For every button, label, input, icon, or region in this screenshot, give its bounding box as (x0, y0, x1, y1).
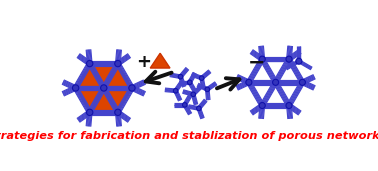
Circle shape (187, 80, 192, 85)
Text: +: + (136, 53, 151, 71)
Text: Strategies for fabrication and stablization of porous networks!: Strategies for fabrication and stablizat… (0, 131, 378, 141)
Polygon shape (104, 88, 132, 112)
Circle shape (129, 85, 135, 91)
Polygon shape (150, 53, 170, 68)
Circle shape (87, 109, 93, 116)
Polygon shape (104, 64, 132, 88)
Circle shape (197, 106, 201, 111)
Circle shape (246, 79, 252, 85)
Circle shape (273, 79, 279, 85)
Circle shape (101, 85, 107, 91)
Polygon shape (90, 64, 118, 88)
Circle shape (259, 56, 265, 62)
Circle shape (191, 92, 195, 97)
Circle shape (200, 76, 204, 80)
Circle shape (115, 60, 121, 67)
Circle shape (178, 74, 183, 79)
Circle shape (174, 89, 178, 93)
Circle shape (299, 79, 305, 85)
Circle shape (87, 60, 93, 67)
Circle shape (296, 58, 302, 64)
Circle shape (205, 87, 209, 92)
Polygon shape (76, 64, 104, 88)
Circle shape (286, 56, 292, 62)
Circle shape (115, 109, 121, 116)
Circle shape (286, 102, 292, 109)
Circle shape (73, 85, 79, 91)
Polygon shape (76, 88, 104, 112)
Circle shape (183, 103, 187, 107)
Polygon shape (90, 88, 118, 112)
Text: −: − (248, 53, 265, 73)
Circle shape (259, 102, 265, 109)
